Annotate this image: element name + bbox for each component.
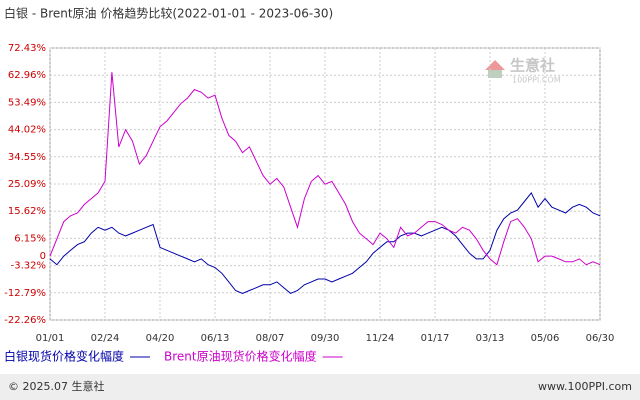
y-tick-label: 44.02%	[8, 125, 46, 136]
y-tick-label: 0	[40, 251, 46, 262]
series-line	[49, 72, 601, 266]
x-tick-label: 01/01	[36, 333, 65, 344]
y-tick-label: 53.49%	[8, 97, 46, 108]
y-tick-label: -3.32%	[11, 261, 46, 272]
y-tick-label: 25.09%	[8, 179, 46, 190]
x-tick-label: 06/13	[201, 333, 230, 344]
x-tick-label: 11/24	[366, 333, 395, 344]
watermark-name: 生意社	[510, 57, 555, 75]
x-tick-label: 09/30	[311, 333, 340, 344]
series-line	[49, 191, 601, 294]
y-tick-label: 34.55%	[8, 152, 46, 163]
y-tick-label: -22.26%	[4, 315, 46, 326]
y-tick-label: -12.79%	[4, 288, 46, 299]
y-tick-label: 6.15%	[14, 233, 46, 244]
y-tick-label: 15.62%	[8, 206, 46, 217]
watermark-site: 100PPI.COM	[512, 76, 561, 85]
legend-label: 白银现货价格变化幅度	[4, 349, 124, 364]
legend-label: Brent原油现货价格变化幅度	[164, 349, 317, 364]
watermark-logo	[488, 70, 502, 78]
x-tick-label: 02/24	[91, 333, 120, 344]
x-tick-label: 01/17	[421, 333, 450, 344]
x-tick-label: 05/06	[531, 333, 560, 344]
watermark: 生意社 100PPI.COM	[485, 57, 561, 85]
watermark-logo	[485, 60, 505, 70]
footer-bar	[0, 374, 640, 400]
x-tick-label: 03/13	[476, 333, 505, 344]
y-tick-label: 72.43%	[8, 43, 46, 54]
y-tick-label: 62.96%	[8, 70, 46, 81]
x-tick-label: 06/30	[586, 333, 615, 344]
x-tick-label: 08/07	[256, 333, 285, 344]
footer-copyright: © 2025.07 生意社	[8, 379, 104, 393]
chart-title: 白银 - Brent原油 价格趋势比较(2022-01-01 - 2023-06…	[4, 6, 333, 21]
x-tick-label: 04/20	[146, 333, 175, 344]
footer-site: www.100PPI.com	[538, 380, 632, 393]
